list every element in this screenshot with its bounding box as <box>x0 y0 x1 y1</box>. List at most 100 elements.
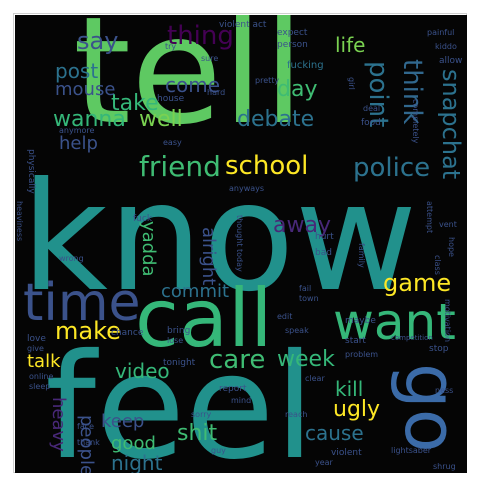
word-thank: thank <box>77 438 100 447</box>
word-take: take <box>111 91 159 116</box>
word-post: post <box>55 59 99 83</box>
word-hard: hard <box>207 88 226 97</box>
word-shit: shit <box>177 421 218 446</box>
word-night: night <box>111 451 163 473</box>
word-mouse: mouse <box>55 79 116 100</box>
word-try: try <box>165 42 177 51</box>
word-cause: cause <box>305 421 364 445</box>
word-class: class <box>433 255 442 275</box>
word-start: start <box>345 336 366 346</box>
word-report: report <box>219 384 247 394</box>
word-school: school <box>225 151 309 181</box>
word-make: make <box>55 317 121 345</box>
word-go: go <box>389 363 467 453</box>
word-well: well <box>139 107 183 132</box>
word-wanna: wanna <box>53 107 126 132</box>
word-easy: easy <box>163 138 182 147</box>
word-competition: competition <box>391 334 433 342</box>
word-allow: allow <box>439 56 463 66</box>
word-game: game <box>383 269 452 297</box>
word-problem: problem <box>345 350 379 359</box>
word-tell: tell <box>73 15 305 157</box>
word-day: day <box>277 77 318 102</box>
word-thing: thing <box>167 21 234 51</box>
word-clear: clear <box>305 374 325 383</box>
word-cloud-frame: tell know feel call want time go friend … <box>13 13 467 473</box>
word-motivation: motivation <box>443 299 452 343</box>
word-girl: girl <box>347 77 356 90</box>
word-anymore: anymore <box>59 126 95 135</box>
word-help: help <box>59 133 98 154</box>
word-physically: physically <box>26 149 36 194</box>
word-completely: completely <box>411 99 420 144</box>
word-want: want <box>333 293 456 351</box>
word-hurt: hurt <box>315 232 334 242</box>
word-alright: alright <box>198 227 219 286</box>
word-care: care <box>209 345 266 375</box>
word-family: family <box>357 243 366 268</box>
word-stop: stop <box>429 344 449 354</box>
word-speak: speak <box>285 326 309 335</box>
word-week: week <box>277 347 335 372</box>
word-year: year <box>315 458 333 467</box>
word-ness: ness <box>435 386 454 395</box>
word-sure: sure <box>201 54 219 63</box>
word-maybe: maybe <box>345 316 376 326</box>
word-expect: expect <box>277 28 308 38</box>
word-police: police <box>353 153 431 183</box>
word-video: video <box>115 359 170 383</box>
word-bad: bad <box>315 248 332 258</box>
word-keep: keep <box>101 411 145 432</box>
word-mind: mind <box>231 396 252 405</box>
word-feel: feel <box>45 323 315 473</box>
word-face: face <box>77 422 95 431</box>
word-tonight: tonight <box>163 358 196 368</box>
word-pretty: pretty <box>255 76 280 85</box>
word-wrong: wrong <box>59 254 84 263</box>
word-painful: painful <box>427 28 455 37</box>
word-love: love <box>27 334 46 344</box>
word-sleep: sleep <box>29 382 51 391</box>
word-time: time <box>23 273 141 333</box>
word-commit: commit <box>161 281 230 302</box>
word-talk: talk <box>27 351 61 372</box>
word-kill: kill <box>335 377 364 401</box>
word-person: person <box>277 40 308 50</box>
word-heaviness: heaviness <box>15 201 24 242</box>
word-reach: reach <box>285 410 308 419</box>
word-fail: fail <box>299 284 312 293</box>
word-vent: vent <box>439 220 457 229</box>
word-online: online <box>29 372 54 381</box>
word-fuck: fuck <box>133 214 153 224</box>
word-chance: chance <box>111 328 144 338</box>
word-heavy: heavy <box>48 397 69 452</box>
word-snapchat: snapchat <box>437 69 465 180</box>
word-fucking: fucking <box>287 60 324 71</box>
word-violent: violent <box>331 448 362 458</box>
word-life: life <box>335 33 366 57</box>
word-kiddo: kiddo <box>435 42 457 51</box>
word-anyways: anyways <box>229 184 265 193</box>
word-attempt: attempt <box>425 201 434 234</box>
word-say: say <box>77 27 119 55</box>
word-know: know <box>21 151 418 325</box>
word-guy: guy <box>211 446 226 455</box>
word-cloud: tell know feel call want time go friend … <box>15 15 467 473</box>
word-edit: edit <box>277 312 293 321</box>
word-lightsaber: lightsaber <box>391 446 432 455</box>
word-yadda: yadda <box>138 221 159 277</box>
word-violent-act: violent act <box>219 20 267 30</box>
word-thought-today: thought today <box>235 215 244 272</box>
word-bring: bring <box>167 326 191 336</box>
word-food: food <box>361 118 381 128</box>
word-good: good <box>111 433 156 454</box>
word-give: give <box>27 344 44 353</box>
word-deal: deal <box>363 104 381 113</box>
word-town: town <box>299 294 319 303</box>
word-friend: friend <box>139 150 221 183</box>
word-lose: lose <box>167 336 184 345</box>
word-hope: hope <box>447 237 456 257</box>
word-call: call <box>135 272 273 365</box>
word-ugly: ugly <box>333 397 381 422</box>
word-shrug: shrug <box>433 462 456 471</box>
